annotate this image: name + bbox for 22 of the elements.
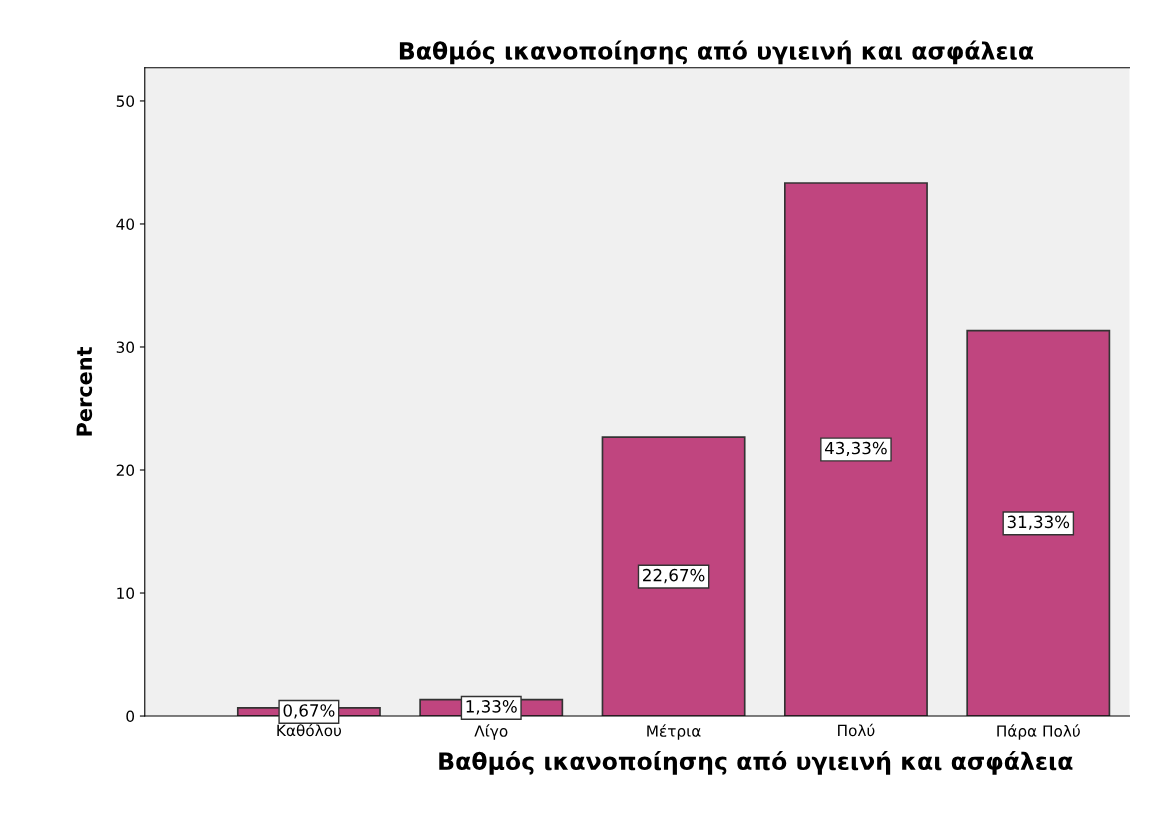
bar	[601, 436, 746, 717]
y-tick-label: 40	[116, 218, 135, 230]
y-axis-title: Percent	[76, 346, 93, 436]
y-tick-label: 30	[116, 341, 135, 353]
data-label: 43,33%	[824, 441, 887, 457]
x-tick-label: Πάρα Πολύ	[997, 724, 1080, 740]
chart-title: Βαθμός ικανοποίησης από υγιεινή και ασφάλεια	[399, 40, 1034, 65]
data-label: 31,33%	[1007, 515, 1070, 530]
data-label: 1,33%	[466, 700, 517, 715]
y-tick-label: 50	[116, 95, 135, 107]
y-tick-label: 10	[117, 587, 135, 600]
data-label: 22,67%	[643, 568, 705, 584]
y-tick-label: 0	[126, 710, 135, 723]
y-tick-label: 20	[116, 464, 135, 477]
x-axis-title: Βαθμός ικανοποίησης από υγιεινή και ασφάλεια	[439, 750, 1073, 775]
x-tick-label: Μέτρια	[647, 724, 701, 740]
bar	[783, 182, 928, 717]
x-tick-label: Πολύ	[838, 723, 875, 737]
x-tick-label: Λίγο	[474, 724, 508, 740]
bar	[966, 329, 1111, 717]
data-label: 0,67%	[283, 704, 335, 719]
x-tick-label: Καθόλου	[277, 723, 342, 737]
